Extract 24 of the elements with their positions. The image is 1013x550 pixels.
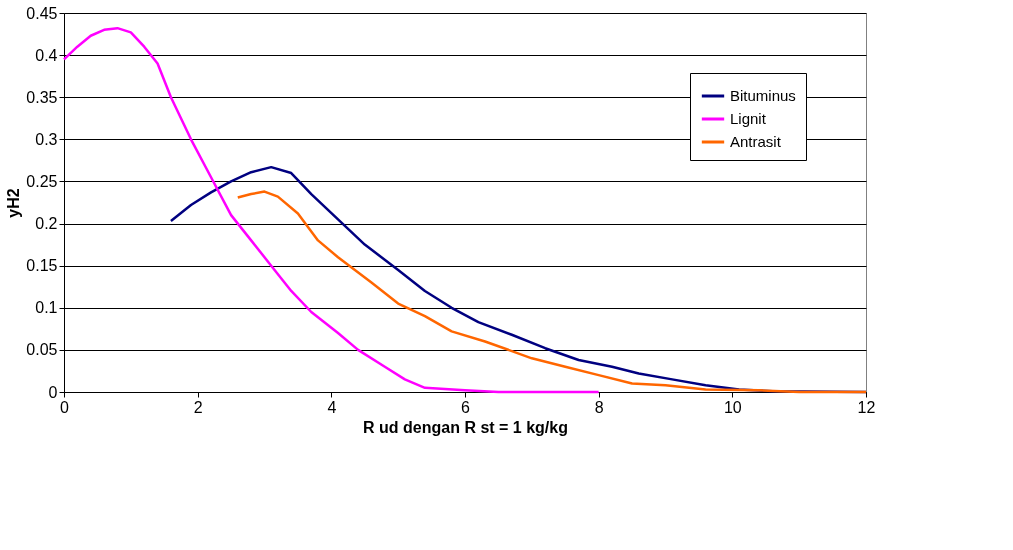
x-tick-label: 4 [327, 398, 337, 416]
y-tick-label: 0.05 [26, 341, 58, 359]
line-series [236, 190, 868, 394]
y-axis-title: yH2 [5, 188, 23, 218]
x-tick-label: 2 [193, 398, 203, 416]
y-tick-label: 0.1 [35, 299, 58, 317]
y-tick-label: 0.15 [26, 257, 58, 275]
x-tick-label: 12 [857, 398, 876, 416]
legend-label: Lignit [730, 110, 767, 127]
x-tick-label: 6 [461, 398, 471, 416]
x-tick-label: 0 [60, 398, 70, 416]
y-tick-label: 0.4 [35, 46, 58, 64]
x-tick-label: 10 [723, 398, 742, 416]
x-tick-label: 8 [594, 398, 604, 416]
y-tick-label: 0.2 [35, 215, 58, 233]
y-tick-label: 0.3 [35, 130, 58, 148]
y-tick-label: 0.25 [26, 172, 58, 190]
y-tick-label: 0.45 [26, 4, 58, 22]
x-axis-title: R ud dengan R st = 1 kg/kg [363, 418, 568, 436]
y-tick-label: 0.35 [26, 88, 58, 106]
legend-label: Antrasit [730, 133, 782, 150]
y-tick-label: 0 [48, 383, 58, 401]
line-series [62, 26, 600, 394]
legend-label: Bituminus [730, 87, 796, 104]
